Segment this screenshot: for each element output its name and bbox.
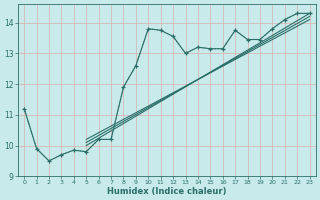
X-axis label: Humidex (Indice chaleur): Humidex (Indice chaleur) — [107, 187, 227, 196]
